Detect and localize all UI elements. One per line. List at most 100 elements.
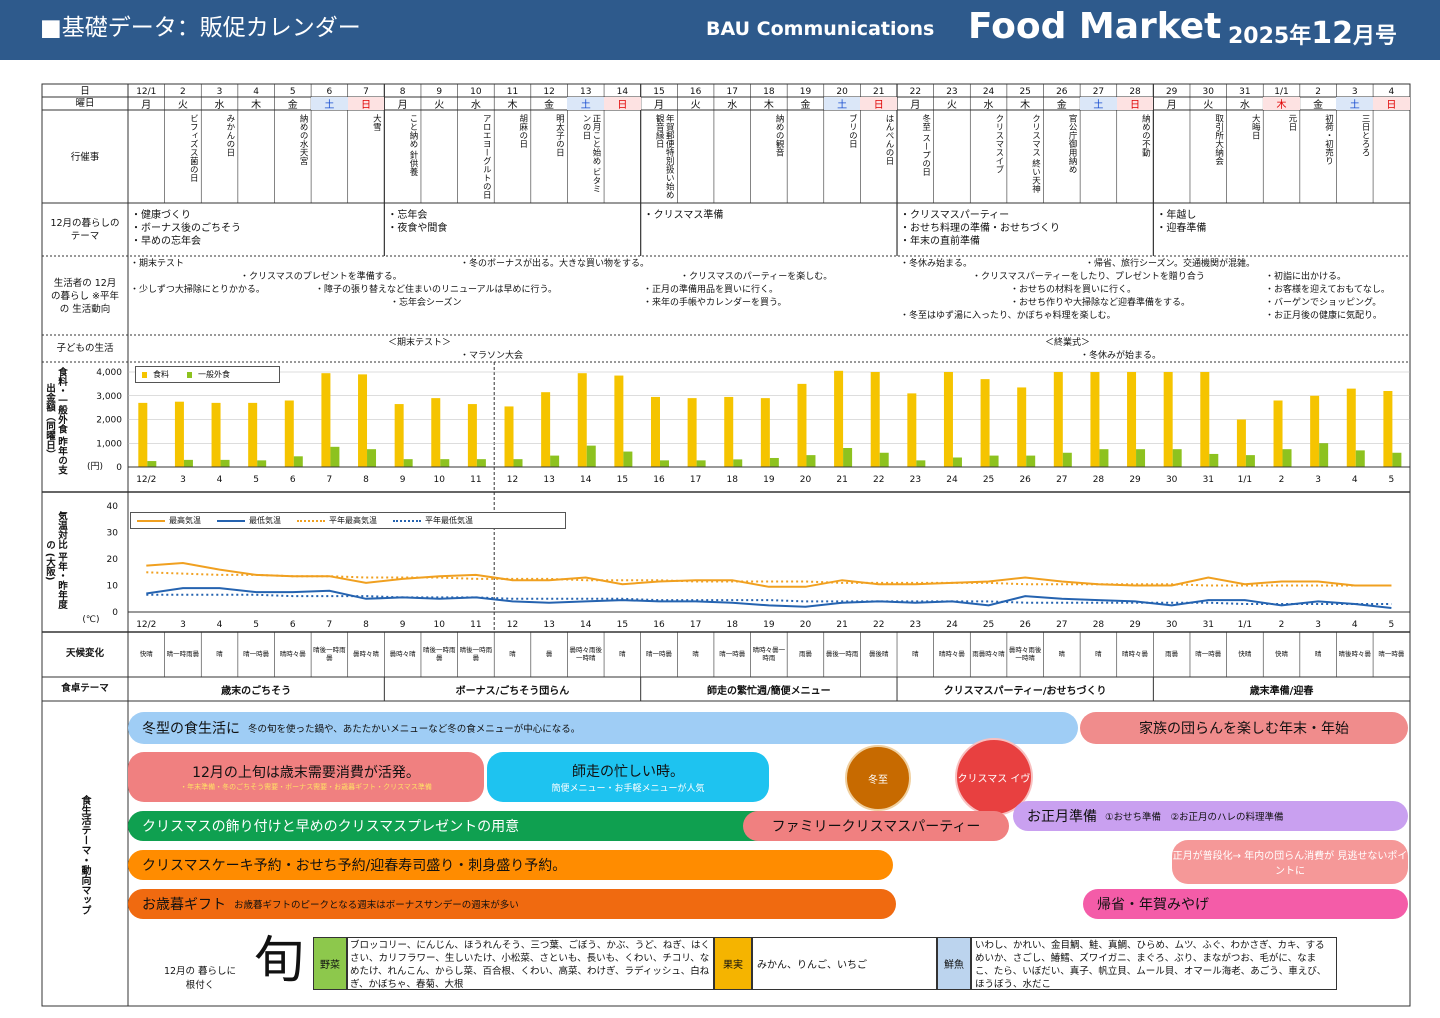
x-tick-label: 2 xyxy=(1279,475,1285,485)
weather-cell: 曇時々晴 xyxy=(353,650,380,658)
trend-item: ・おせち作りや大掃除など迎春準備をする。 xyxy=(1010,298,1191,308)
bar-dining xyxy=(476,459,486,467)
day-event: クリスマスイブ xyxy=(993,114,1004,174)
weather-cell: 雨曇 xyxy=(798,650,812,658)
day-date: 16 xyxy=(689,86,702,97)
weather-cell: 晴後一時雨曇 xyxy=(459,646,493,662)
theme-block: ・クリスマスパーティー ・おせち料理の準備・おせちづくり ・年末の直前準備 xyxy=(900,210,1061,247)
day-date: 23 xyxy=(946,86,958,97)
bar-food xyxy=(650,396,660,467)
x-tick-label: 10 xyxy=(434,475,446,485)
x-tick-label: 12/2 xyxy=(136,620,156,630)
day-date: 22 xyxy=(909,86,922,97)
temp-series-line xyxy=(146,593,1392,605)
temp-unit: (℃) xyxy=(82,615,100,625)
food-theme-cell: 師走の繁忙週/簡便メニュー xyxy=(707,685,831,697)
day-event: 官公庁御用納め xyxy=(1067,114,1078,174)
day-dow: 金 xyxy=(544,100,555,110)
x-tick-label: 22 xyxy=(873,475,884,485)
map-pill-new-year-note: 正月が普段化→ 年内の団らん消費が 見逃せないポイントに xyxy=(1172,840,1408,884)
day-dow: 日 xyxy=(604,97,641,110)
x-tick-label: 10 xyxy=(434,620,446,630)
weather-cell: 曇時々雨後一時晴 xyxy=(1008,646,1042,662)
x-tick-label: 14 xyxy=(580,620,592,630)
x-tick-label: 31 xyxy=(1203,620,1214,630)
bar-dining xyxy=(330,446,340,467)
bar-dining xyxy=(513,459,523,467)
weather-cell: 晴 xyxy=(1058,650,1066,658)
row-label-weather: 天候変化 xyxy=(65,647,104,659)
day-event: 元日 xyxy=(1286,114,1297,131)
bar-dining xyxy=(220,459,230,467)
day-dow: 日 xyxy=(1116,97,1154,110)
x-tick-label: 18 xyxy=(727,475,739,485)
y-tick-label: 4,000 xyxy=(96,368,122,378)
x-tick-label: 11 xyxy=(470,475,481,485)
kids-item: ＜終業式＞ xyxy=(1045,338,1091,348)
x-tick-label: 15 xyxy=(617,475,628,485)
bar-dining xyxy=(147,461,157,467)
legend-swatch xyxy=(142,371,147,378)
x-tick-label: 2 xyxy=(1279,620,1285,630)
bar-dining xyxy=(1062,452,1072,467)
weather-cell: 晴一時曇 xyxy=(645,650,672,658)
x-tick-label: 25 xyxy=(983,475,994,485)
day-date: 18 xyxy=(763,86,775,97)
day-date: 27 xyxy=(1092,86,1105,97)
weather-cell: 晴 xyxy=(216,650,223,658)
day-date: 10 xyxy=(470,86,482,97)
x-tick-label: 23 xyxy=(910,475,921,485)
y-tick-label: 0 xyxy=(112,608,118,618)
weather-cell: 晴一時曇 xyxy=(1195,650,1222,658)
bar-food xyxy=(358,374,368,467)
day-date: 25 xyxy=(1019,86,1031,97)
weather-cell: 曇時々晴 xyxy=(389,650,416,658)
bar-dining xyxy=(1245,455,1255,467)
veg-label: 野菜 xyxy=(313,937,347,990)
weather-cell: 晴一時曇 xyxy=(1378,650,1405,658)
day-date: 31 xyxy=(1239,86,1251,97)
x-tick-label: 8 xyxy=(363,620,369,630)
x-tick-label: 17 xyxy=(690,475,701,485)
grid-border xyxy=(41,83,1411,1007)
weather-cell: 晴後時々曇 xyxy=(1338,650,1372,658)
weather-cell: 快晴 xyxy=(1238,650,1252,658)
x-tick-label: 27 xyxy=(1056,620,1067,630)
company-name: BAU Communications xyxy=(706,18,935,40)
bar-food xyxy=(467,404,477,467)
page-title: ■基礎データ：販促カレンダー xyxy=(40,15,361,41)
map-pill-family: 家族の団らんを楽しむ年末・年始 xyxy=(1080,712,1408,744)
weather-cell: 晴 xyxy=(692,650,699,658)
bar-food xyxy=(284,400,294,467)
day-event: 大雪 xyxy=(371,114,382,131)
x-tick-label: 9 xyxy=(400,475,406,485)
day-date: 4 xyxy=(253,86,260,97)
seasonal-caption: 12月の 暮らしに根付く xyxy=(163,966,237,991)
bar-dining xyxy=(1136,449,1146,467)
x-tick-label: 19 xyxy=(763,620,775,630)
bar-dining xyxy=(769,457,779,467)
day-event: 三日とろろ xyxy=(1360,114,1371,157)
day-date: 3 xyxy=(1351,86,1358,97)
x-tick-label: 21 xyxy=(836,620,847,630)
x-tick-label: 4 xyxy=(1352,620,1358,630)
bar-food xyxy=(907,393,917,467)
map-circle-touji: 冬至 xyxy=(845,745,911,811)
bar-dining xyxy=(257,460,267,467)
day-dow: 土 xyxy=(1080,97,1117,110)
x-tick-label: 14 xyxy=(580,475,592,485)
bar-food xyxy=(797,383,807,467)
day-dow: 火 xyxy=(946,100,957,110)
issue-label: 2025年12月号 xyxy=(1228,16,1397,51)
day-date: 12 xyxy=(543,86,555,97)
trend-item: ・クリスマスのパーティーを楽しむ。 xyxy=(680,272,833,282)
trend-item: ・クリスマスのプレゼントを準備する。 xyxy=(240,272,402,282)
day-dow: 月 xyxy=(653,100,664,110)
day-dow: 金 xyxy=(800,100,811,110)
trend-item: ・お客様を迎えておもてなし。 xyxy=(1265,285,1390,295)
day-dow: 火 xyxy=(690,100,701,110)
trend-item: ・クリスマスパーティーをしたり、プレゼントを贈り合う xyxy=(972,272,1205,282)
legend-swatch xyxy=(297,519,325,522)
day-date: 11 xyxy=(506,86,519,97)
bar-dining xyxy=(879,452,889,467)
